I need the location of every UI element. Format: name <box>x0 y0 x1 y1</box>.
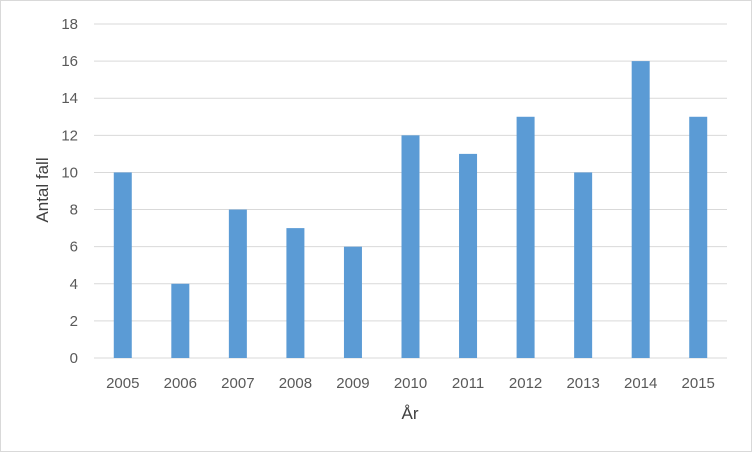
x-axis-tick-labels: 2005 2006 2007 2008 2009 2010 2011 2012 2013 2014… <box>106 375 715 392</box>
y-tick-label: 6 <box>70 239 78 256</box>
bar-2012 <box>516 116 535 359</box>
bar-2011 <box>459 153 478 358</box>
bar-2006 <box>171 283 190 358</box>
x-tick-label: 2011 <box>452 375 484 392</box>
x-tick-label: 2009 <box>336 375 369 392</box>
bars <box>113 61 708 359</box>
y-tick-label: 8 <box>70 202 78 219</box>
x-tick-label: 2005 <box>106 375 139 392</box>
bar-2007 <box>228 209 247 358</box>
y-tick-label: 2 <box>70 313 78 330</box>
y-tick-label: 4 <box>70 276 78 293</box>
y-tick-label: 16 <box>61 53 78 70</box>
bar-2008 <box>286 228 305 358</box>
x-tick-label: 2006 <box>164 375 197 392</box>
x-tick-label: 2015 <box>682 375 715 392</box>
bar-2009 <box>343 246 362 358</box>
bar-2005 <box>113 172 132 358</box>
y-tick-label: 18 <box>61 16 78 33</box>
x-axis-title: År <box>402 404 419 423</box>
x-tick-label: 2013 <box>566 375 599 392</box>
bar-2013 <box>574 172 593 358</box>
x-tick-label: 2010 <box>394 375 427 392</box>
y-tick-label: 12 <box>61 127 78 144</box>
gridlines <box>94 23 727 359</box>
x-tick-label: 2008 <box>279 375 312 392</box>
y-axis-title: Antal fall <box>33 157 52 222</box>
y-tick-label: 0 <box>70 350 78 367</box>
y-axis-tick-labels: 0 2 4 6 8 10 12 14 16 18 <box>61 16 78 367</box>
bar-2010 <box>401 135 420 358</box>
bar-2015 <box>689 116 708 359</box>
x-tick-label: 2007 <box>221 375 254 392</box>
x-tick-label: 2012 <box>509 375 542 392</box>
x-tick-label: 2014 <box>624 375 657 392</box>
y-tick-label: 10 <box>61 164 78 181</box>
bar-2014 <box>631 61 650 358</box>
y-tick-label: 14 <box>61 90 78 107</box>
